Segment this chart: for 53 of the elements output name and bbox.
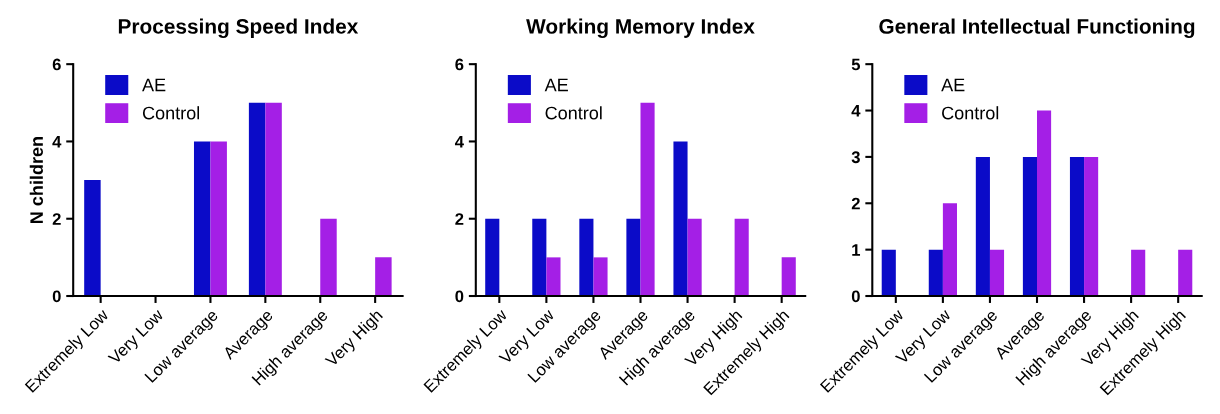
bar [193,141,211,297]
y-tick-label: 2 [455,213,464,225]
bar [1131,249,1146,297]
y-tick-label: 0 [851,290,860,303]
bar [579,218,594,297]
y-tick-label: 1 [852,244,861,256]
bar [485,218,500,297]
y-tick-label: 2 [52,213,61,225]
y-tick-label: 2 [851,197,860,210]
bar [881,249,896,297]
bar [1069,156,1085,297]
legend-label: Control [142,106,200,120]
legend-label: AE [544,78,568,92]
bar [375,257,392,297]
bar [975,156,990,297]
bar [320,218,337,297]
bar [1084,156,1099,297]
y-tick-label: 0 [455,290,464,303]
bar [248,102,266,297]
legend-label: AE [142,78,166,92]
bar [1037,110,1052,297]
y-tick-label: 0 [52,290,61,303]
bar [673,141,688,297]
bar [989,249,1005,297]
bar [593,257,608,297]
y-tick-label: 5 [851,58,861,71]
y-tick-label: 6 [455,58,464,71]
bar [928,249,943,297]
chart-title: Processing Speed Index [118,18,359,39]
y-tick-label: 4 [52,136,62,148]
y-tick-label: 4 [454,136,464,148]
bar [265,102,282,297]
legend-label: Control [545,106,602,120]
y-tick-label: 6 [52,58,61,71]
chart-title: General Intellectual Functioning [879,18,1195,39]
legend-label: AE [941,78,965,92]
legend-label: Control [942,106,999,120]
bar [781,257,796,297]
y-tick-label: 3 [851,151,860,164]
bar [734,218,749,297]
bar [546,257,561,297]
y-tick-label: 4 [851,105,861,117]
bar [687,218,702,297]
bar [210,141,227,297]
bar [626,218,641,297]
bar [532,218,547,297]
y-axis-title: N children [29,137,43,224]
bar [84,180,101,297]
bar [1178,249,1193,297]
bar [640,102,655,297]
bar [1022,156,1037,297]
chart-title: Working Memory Index [526,18,755,39]
bar [942,203,957,297]
